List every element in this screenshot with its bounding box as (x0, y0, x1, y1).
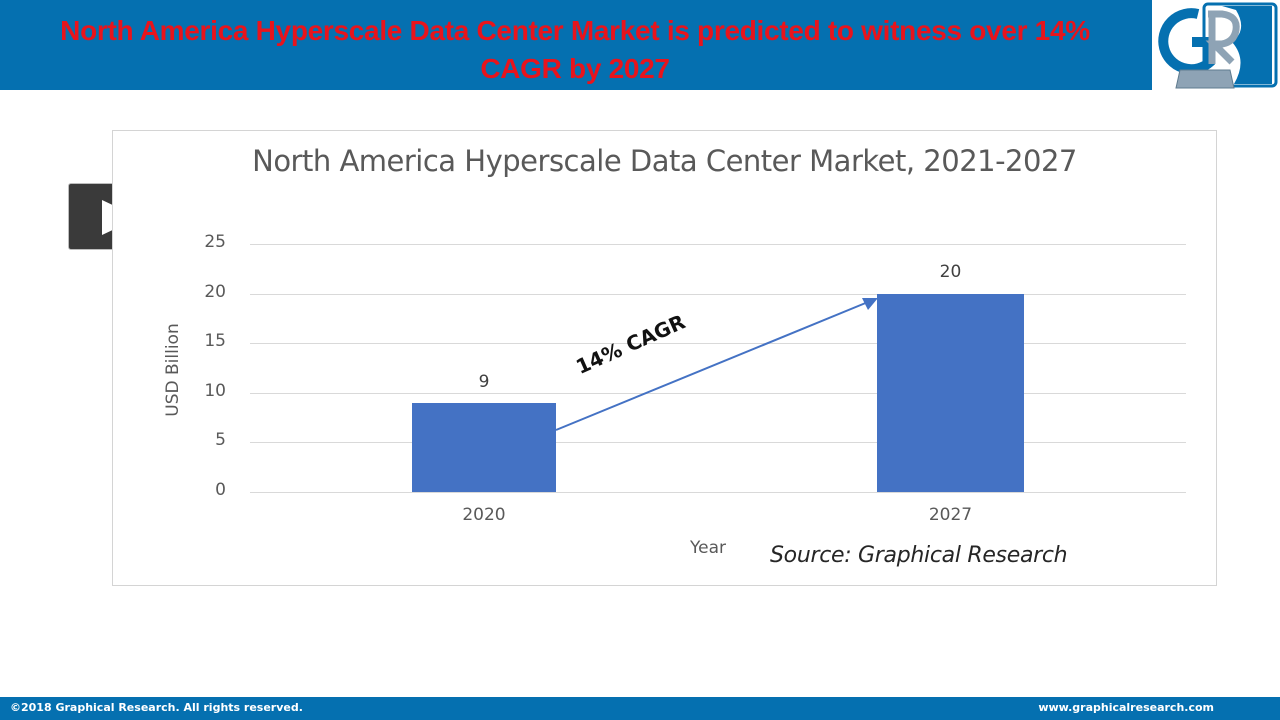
gridline-25 (250, 244, 1186, 245)
gridline-15 (250, 343, 1186, 344)
gridline-5 (250, 442, 1186, 443)
y-tick: 25 (204, 232, 226, 252)
logo-icon (1158, 2, 1278, 89)
x-axis-label: Year (690, 538, 726, 558)
x-tick-2020: 2020 (462, 505, 506, 525)
gridline-0 (250, 492, 1186, 493)
graphical-research-logo (1152, 0, 1280, 92)
website-link[interactable]: www.graphicalresearch.com (1038, 701, 1214, 714)
chart-area (112, 130, 1217, 586)
y-tick: 20 (204, 282, 226, 302)
x-tick-2027: 2027 (928, 505, 973, 525)
y-tick: 5 (215, 430, 226, 450)
header-bar: North America Hyperscale Data Center Mar… (0, 0, 1152, 90)
page-title: North America Hyperscale Data Center Mar… (60, 15, 1090, 84)
y-tick: 0 (215, 480, 226, 500)
data-label-2020: 9 (478, 372, 490, 392)
chart-title: North America Hyperscale Data Center Mar… (252, 144, 1077, 178)
source-note: Source: Graphical Research (770, 543, 1068, 568)
y-tick: 15 (204, 331, 226, 351)
bar-2020 (412, 403, 556, 492)
footer-bar: ©2018 Graphical Research. All rights res… (0, 697, 1280, 720)
gridline-20 (250, 294, 1186, 295)
copyright-text: ©2018 Graphical Research. All rights res… (10, 701, 303, 714)
y-tick: 10 (204, 381, 226, 401)
data-label-2027: 20 (939, 262, 962, 282)
bar-2027 (877, 294, 1024, 492)
gridline-10 (250, 393, 1186, 394)
